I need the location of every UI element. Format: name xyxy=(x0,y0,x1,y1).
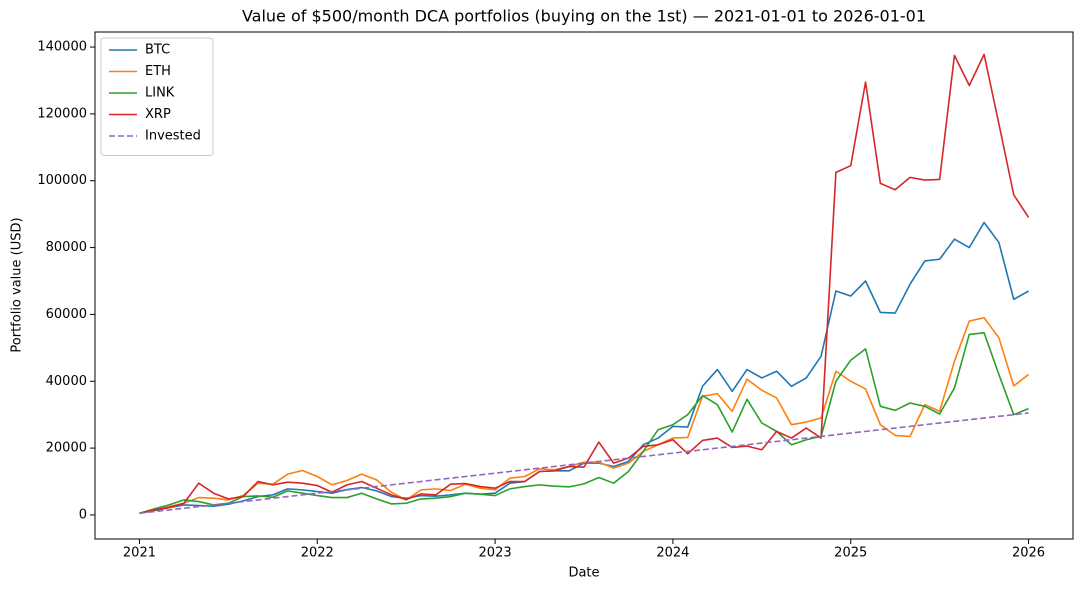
y-tick-label: 20000 xyxy=(46,441,87,456)
x-axis-label: Date xyxy=(568,566,599,581)
y-tick-label: 140000 xyxy=(37,40,87,55)
y-axis-label: Portfolio value (USD) xyxy=(10,217,25,352)
y-tick-label: 100000 xyxy=(37,173,87,188)
legend-label: LINK xyxy=(145,86,175,101)
x-tick-label: 2022 xyxy=(301,546,334,561)
series-line xyxy=(139,53,1030,515)
x-tick-label: 2023 xyxy=(479,546,512,561)
y-tick-label: 80000 xyxy=(46,240,87,255)
y-tick-label: 120000 xyxy=(37,106,87,121)
legend-label: BTC xyxy=(145,43,170,58)
x-tick-label: 2021 xyxy=(123,546,156,561)
series-line xyxy=(139,331,1029,515)
chart-title: Value of $500/month DCA portfolios (buyi… xyxy=(242,7,926,26)
x-tick-label: 2026 xyxy=(1012,546,1045,561)
y-tick-label: 40000 xyxy=(46,374,87,389)
series-line xyxy=(139,412,1029,515)
y-tick-label: 0 xyxy=(79,507,87,522)
series-line xyxy=(139,316,1030,515)
plot-frame xyxy=(94,31,1074,540)
legend-label: XRP xyxy=(145,107,171,122)
legend-label: Invested xyxy=(145,129,201,144)
legend-box xyxy=(100,37,214,156)
series-line xyxy=(139,221,1029,515)
x-tick-label: 2024 xyxy=(656,546,689,561)
legend-label: ETH xyxy=(145,64,171,79)
y-tick-label: 60000 xyxy=(46,307,87,322)
x-tick-label: 2025 xyxy=(834,546,867,561)
